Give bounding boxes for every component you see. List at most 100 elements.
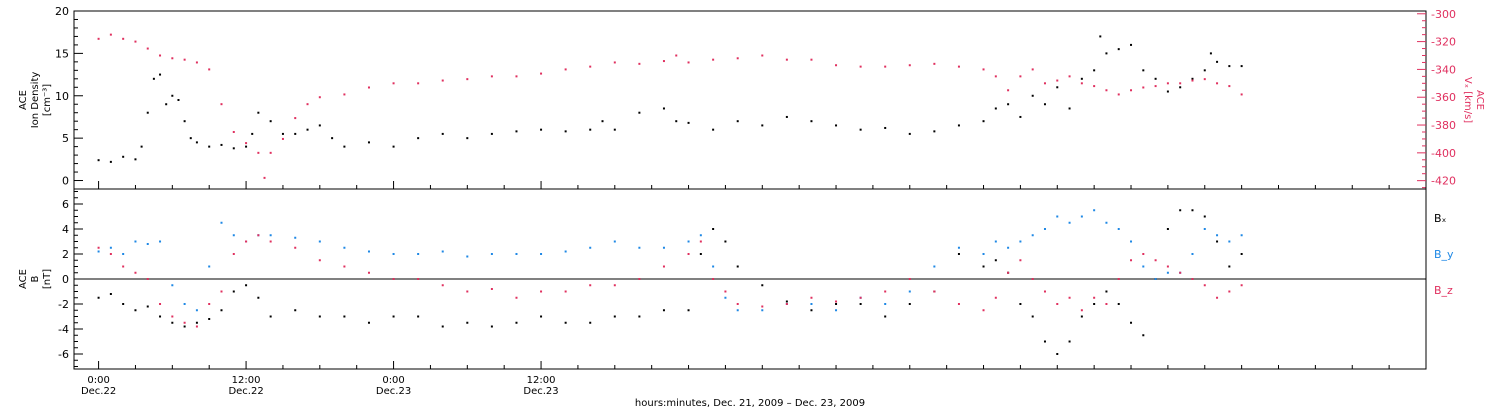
data-point	[122, 265, 125, 268]
x-tick-time: 12:00	[527, 375, 556, 386]
data-point	[257, 151, 260, 154]
data-point	[134, 240, 137, 243]
data-point	[257, 111, 260, 114]
data-point	[183, 321, 186, 324]
data-point	[933, 290, 936, 293]
data-point	[1019, 75, 1022, 78]
data-point	[736, 309, 739, 312]
left-tick-label: 10	[55, 90, 69, 103]
data-point	[1179, 86, 1182, 89]
data-point	[1166, 265, 1169, 268]
data-point	[294, 236, 297, 239]
data-point	[208, 68, 211, 71]
data-point	[675, 54, 678, 57]
data-point	[245, 284, 248, 287]
data-point	[220, 309, 223, 312]
data-point	[884, 315, 887, 318]
data-point	[1080, 215, 1083, 218]
data-point	[159, 73, 162, 76]
data-point	[134, 40, 137, 43]
data-point	[1240, 65, 1243, 68]
left-axis-label: ACEB[nT]	[18, 269, 53, 289]
left-axis-label-line: [cm⁻³]	[42, 84, 53, 116]
data-point	[245, 145, 248, 148]
left-axis-label: ACEIon Density[cm⁻³]	[18, 72, 53, 129]
data-point	[957, 246, 960, 249]
data-point	[613, 61, 616, 64]
data-point	[1031, 234, 1034, 237]
data-point	[1056, 303, 1059, 305]
data-point	[1093, 296, 1096, 299]
right-tick-label: -360	[1431, 91, 1456, 104]
data-point	[134, 158, 137, 161]
data-point	[269, 240, 272, 243]
data-point	[662, 60, 665, 63]
data-point	[835, 303, 838, 305]
data-point	[1031, 315, 1034, 318]
data-point	[343, 315, 346, 318]
left-tick-label: 0	[62, 175, 69, 188]
data-point	[220, 290, 223, 293]
data-point	[810, 309, 813, 312]
data-point	[171, 57, 174, 60]
data-point	[1007, 271, 1010, 274]
data-point	[1166, 271, 1169, 274]
data-point	[1191, 209, 1194, 212]
data-point	[367, 271, 370, 274]
data-point	[331, 137, 334, 140]
data-point	[540, 253, 543, 255]
data-point	[1228, 290, 1231, 293]
data-point	[134, 271, 137, 274]
data-point	[294, 132, 297, 135]
data-point	[1191, 253, 1194, 255]
data-point	[1228, 65, 1231, 68]
data-point	[306, 128, 309, 131]
data-point	[1105, 303, 1108, 305]
data-point	[318, 259, 321, 262]
data-point	[515, 130, 518, 133]
data-point	[712, 128, 715, 131]
data-point	[761, 284, 764, 287]
data-point	[699, 253, 702, 255]
data-point	[613, 315, 616, 318]
data-point	[146, 278, 149, 280]
data-point	[146, 47, 149, 50]
data-point	[392, 315, 395, 318]
data-point	[294, 246, 297, 249]
data-point	[736, 120, 739, 123]
data-point	[1080, 82, 1083, 85]
data-point	[1043, 290, 1046, 293]
series-top-0	[97, 35, 1243, 163]
right-tick-label: -380	[1431, 119, 1456, 132]
data-point	[835, 64, 838, 67]
data-point	[835, 309, 838, 312]
legend-label: B_y	[1434, 248, 1454, 261]
legend-label: Bₓ	[1434, 212, 1447, 225]
data-point	[97, 37, 100, 40]
data-point	[994, 296, 997, 299]
data-point	[466, 321, 469, 324]
data-point	[994, 259, 997, 262]
data-point	[589, 246, 592, 249]
data-point	[1019, 303, 1022, 305]
data-point	[994, 240, 997, 243]
data-point	[171, 315, 174, 318]
data-point	[908, 278, 911, 280]
data-point	[97, 246, 100, 249]
data-point	[122, 303, 125, 305]
data-point	[982, 265, 985, 268]
data-point	[859, 128, 862, 131]
data-point	[441, 79, 444, 82]
left-tick-label: -4	[58, 323, 69, 336]
data-point	[1240, 284, 1243, 287]
data-point	[736, 303, 739, 305]
data-point	[564, 68, 567, 71]
data-point	[699, 234, 702, 237]
data-point	[269, 234, 272, 237]
data-point	[490, 325, 493, 328]
data-point	[1216, 60, 1219, 63]
data-point	[1203, 284, 1206, 287]
left-tick-label: 0	[62, 273, 69, 286]
data-point	[601, 120, 604, 123]
